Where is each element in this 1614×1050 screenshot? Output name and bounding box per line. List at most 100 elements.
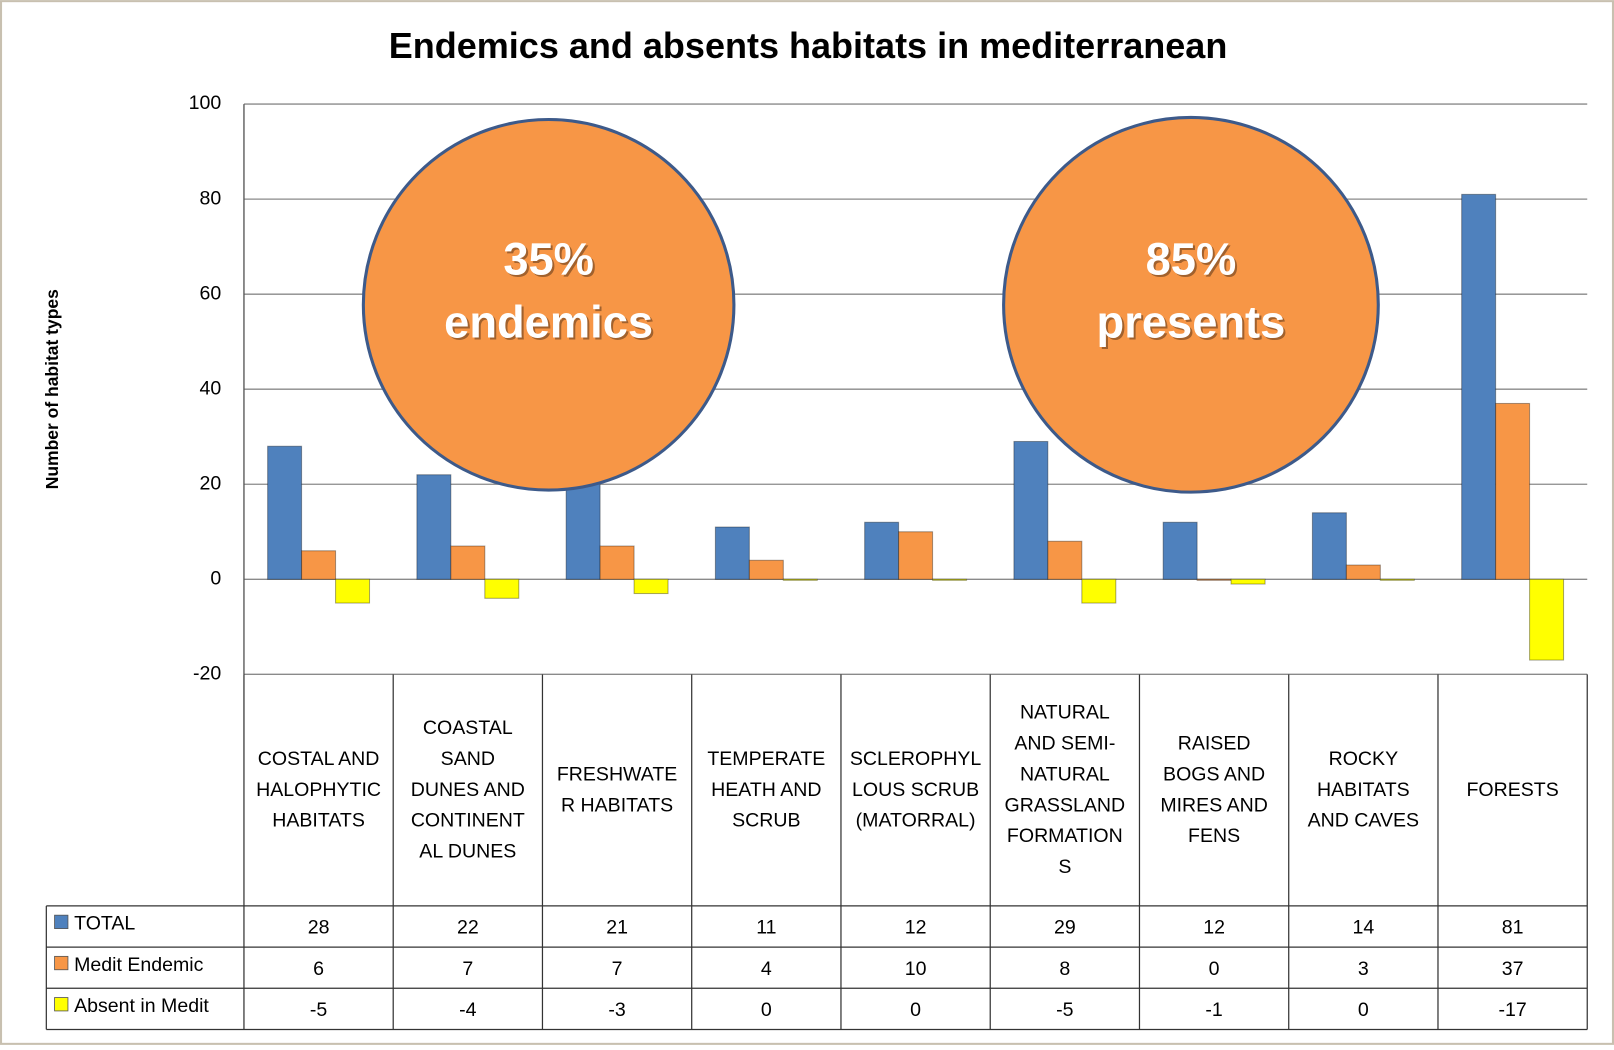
table-value: 37 [1502, 958, 1524, 980]
bar [1081, 578, 1117, 604]
bar [335, 578, 371, 604]
bar [1461, 193, 1497, 580]
y-tick-label: 40 [200, 377, 222, 399]
category-label: SAND [441, 748, 495, 770]
y-tick-label: 0 [210, 567, 221, 589]
annotation-shadow: 85% [1148, 236, 1239, 287]
legend-label: Absent in Medit [74, 995, 209, 1017]
bar [633, 578, 669, 595]
table-value: 0 [761, 999, 772, 1021]
category-label: RAISED [1178, 732, 1251, 754]
category-label: HALOPHYTIC [256, 779, 381, 801]
y-axis-label: Number of habitat types [42, 289, 62, 489]
category-label: AND CAVES [1308, 810, 1420, 832]
bar [1495, 402, 1531, 580]
bar [1529, 578, 1565, 661]
y-tick-label: 20 [200, 472, 222, 494]
table-value: 0 [1209, 958, 1220, 980]
y-tick-label: 80 [200, 187, 222, 209]
category-label: CONTINENT [411, 810, 525, 832]
bar [1047, 540, 1083, 580]
legend-label: Medit Endemic [74, 954, 204, 976]
category-label: TEMPERATE [707, 748, 825, 770]
bar [1196, 578, 1232, 581]
table-value: -17 [1498, 999, 1526, 1021]
category-label: R HABITATS [561, 794, 673, 816]
category-label: HABITATS [1317, 779, 1410, 801]
annotation-text: 35% [503, 234, 594, 285]
bar [1311, 512, 1347, 580]
bar [1230, 578, 1266, 585]
bar [864, 521, 900, 580]
legend-swatch [54, 997, 69, 1012]
table-value: 10 [905, 958, 927, 980]
table-value: 22 [457, 917, 479, 939]
category-label: COASTAL [423, 717, 513, 739]
bar [932, 578, 968, 581]
category-label: GRASSLAND [1005, 794, 1126, 816]
category-label: NATURAL [1020, 763, 1110, 785]
table-value: 12 [905, 917, 927, 939]
table-value: 81 [1502, 917, 1524, 939]
bar [748, 559, 784, 580]
bar [565, 478, 601, 580]
table-value: 0 [910, 999, 921, 1021]
annotation-circle [1002, 115, 1380, 494]
table-value: 7 [612, 958, 623, 980]
table-value: -5 [310, 999, 328, 1021]
bar [782, 578, 818, 581]
table-value: 8 [1059, 958, 1070, 980]
chart-title: Endemics and absents habitats in mediter… [389, 25, 1228, 66]
category-label: AL DUNES [419, 841, 516, 863]
bar [416, 474, 452, 580]
annotation-shadow: 35% [505, 236, 596, 287]
category-label: FORESTS [1466, 779, 1558, 801]
table-value: -4 [459, 999, 477, 1021]
table-value: 0 [1358, 999, 1369, 1021]
table-value: 28 [308, 917, 330, 939]
bar [484, 578, 520, 599]
table-value: 21 [606, 917, 628, 939]
category-label: LOUS SCRUB [852, 779, 979, 801]
legend-swatch [54, 914, 69, 929]
bar [714, 526, 750, 580]
bar [1379, 578, 1415, 581]
category-label: BOGS AND [1163, 763, 1265, 785]
legend-swatch [54, 955, 69, 971]
category-label: COSTAL AND [258, 748, 380, 770]
table-value: 6 [313, 958, 324, 980]
annotation-circle [361, 117, 736, 492]
y-tick-label: -20 [193, 662, 221, 684]
category-label: FENS [1188, 825, 1240, 847]
category-label: SCLEROPHYL [850, 748, 982, 770]
table-value: 3 [1358, 958, 1369, 980]
category-label: (MATORRAL) [856, 810, 976, 832]
bar [599, 545, 635, 580]
bar [267, 445, 303, 580]
legend-label: TOTAL [74, 913, 135, 935]
category-label: FRESHWATE [557, 763, 678, 785]
table-value: 29 [1054, 917, 1076, 939]
table-value: 14 [1352, 917, 1374, 939]
annotation-text: endemics [444, 296, 653, 347]
y-tick-label: 60 [200, 282, 222, 304]
category-label: SCRUB [732, 810, 800, 832]
annotation-shadow: endemics [446, 298, 655, 349]
bar [898, 531, 934, 580]
table-value: 12 [1203, 917, 1225, 939]
category-label: HEATH AND [711, 779, 821, 801]
category-label: ROCKY [1329, 748, 1399, 770]
category-label: MIRES AND [1160, 794, 1268, 816]
category-label: S [1058, 856, 1071, 878]
bar [1345, 564, 1381, 580]
table-value: 4 [761, 958, 772, 980]
bar [1013, 440, 1049, 580]
table-value: -5 [1056, 999, 1074, 1021]
table-value: -3 [608, 999, 626, 1021]
bar [1162, 521, 1198, 580]
bar [450, 545, 486, 580]
category-label: FORMATION [1007, 825, 1123, 847]
